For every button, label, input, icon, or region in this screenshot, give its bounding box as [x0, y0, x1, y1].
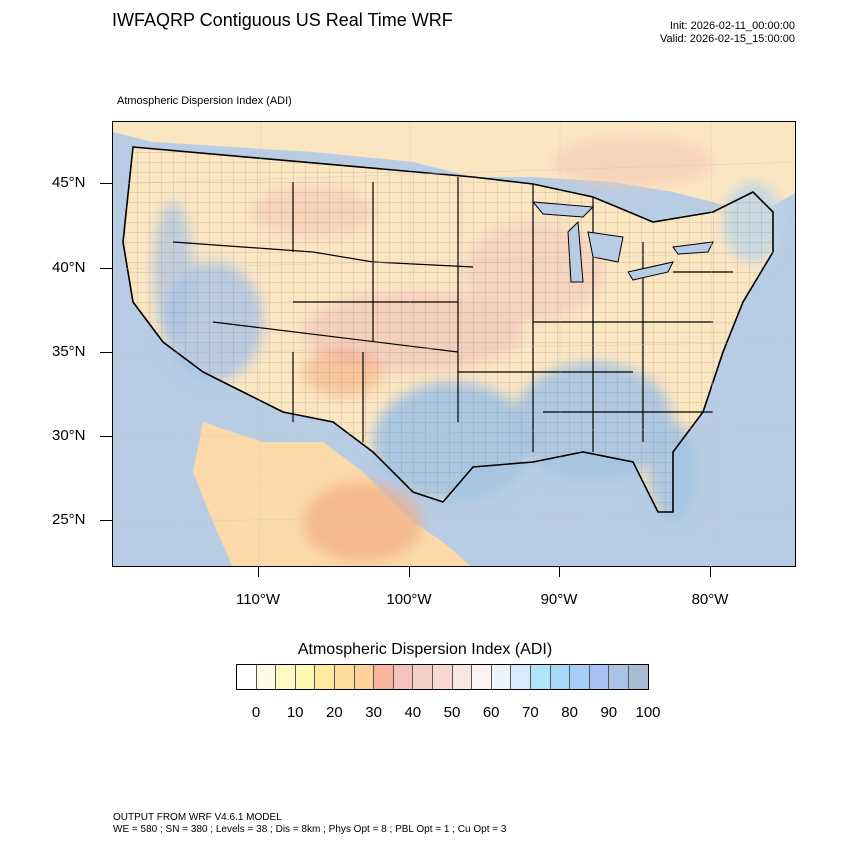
colorbar-swatch — [609, 665, 629, 689]
colorbar-swatch — [570, 665, 590, 689]
colorbar-label: 60 — [482, 704, 500, 721]
colorbar-swatch — [491, 665, 512, 689]
lat-tick — [100, 183, 112, 184]
lon-tick — [258, 567, 259, 577]
colorbar-label: 90 — [600, 704, 618, 721]
colorbar-swatch — [276, 665, 296, 689]
lat-tick — [100, 520, 112, 521]
colorbar-swatch — [511, 665, 531, 689]
lon-tick — [710, 567, 711, 577]
colorbar-swatch — [432, 665, 453, 689]
colorbar-label: 100 — [635, 704, 661, 721]
colorbar-swatch — [452, 665, 473, 689]
colorbar-swatch — [354, 665, 375, 689]
lon-label-80w: 80°W — [691, 591, 729, 608]
field-subtitle: Atmospheric Dispersion Index (ADI) — [117, 95, 292, 107]
colorbar-label: 80 — [561, 704, 578, 721]
colorbar-swatch — [472, 665, 492, 689]
lat-label-25: 25°N — [52, 511, 86, 528]
colorbar-swatch — [334, 665, 355, 689]
lon-label-110w: 110°W — [235, 591, 281, 608]
colorbar-label: 10 — [286, 704, 304, 721]
colorbar-swatch — [628, 665, 649, 689]
map-canvas — [113, 122, 795, 566]
colorbar-swatch — [256, 665, 277, 689]
colorbar-label: 0 — [251, 704, 261, 721]
colorbar-label: 30 — [365, 704, 382, 721]
lon-label-90w: 90°W — [540, 591, 578, 608]
lat-label-35: 35°N — [52, 343, 86, 360]
lat-tick — [100, 436, 112, 437]
colorbar-swatch — [589, 665, 610, 689]
lat-tick — [100, 268, 112, 269]
colorbar-swatch — [295, 665, 316, 689]
colorbar-label: 40 — [404, 704, 422, 721]
lat-label-40: 40°N — [52, 259, 86, 276]
colorbar — [236, 664, 650, 690]
map-title: IWFAQRP Contiguous US Real Time WRF — [112, 10, 453, 30]
model-info: OUTPUT FROM WRF V4.6.1 MODEL — [113, 812, 282, 823]
lat-tick — [100, 352, 112, 353]
lon-tick — [409, 567, 410, 577]
colorbar-swatch — [393, 665, 414, 689]
great-lakes — [531, 201, 714, 283]
colorbar-swatch — [315, 665, 335, 689]
colorbar-title: Atmospheric Dispersion Index (ADI) — [297, 641, 553, 658]
lat-label-30: 30°N — [52, 427, 86, 444]
lon-label-100w: 100°W — [386, 591, 432, 608]
lat-label-45: 45°N — [52, 174, 86, 191]
colorbar-swatch — [530, 665, 551, 689]
map-panel[interactable] — [112, 121, 796, 567]
model-config: WE = 580 ; SN = 380 ; Levels = 38 ; Dis … — [113, 824, 507, 835]
colorbar-label: 20 — [326, 704, 343, 721]
colorbar-label: 70 — [522, 704, 539, 721]
colorbar-label: 50 — [443, 704, 461, 721]
init-time: Init: 2026-02-11_00:00:00 — [669, 20, 795, 32]
graticule — [113, 122, 795, 566]
state-boundaries — [122, 146, 774, 513]
colorbar-swatch — [374, 665, 394, 689]
colorbar-swatch — [237, 665, 257, 689]
lon-tick — [559, 567, 560, 577]
valid-time: Valid: 2026-02-15_15:00:00 — [660, 33, 795, 45]
colorbar-swatch — [550, 665, 571, 689]
colorbar-swatch — [413, 665, 433, 689]
